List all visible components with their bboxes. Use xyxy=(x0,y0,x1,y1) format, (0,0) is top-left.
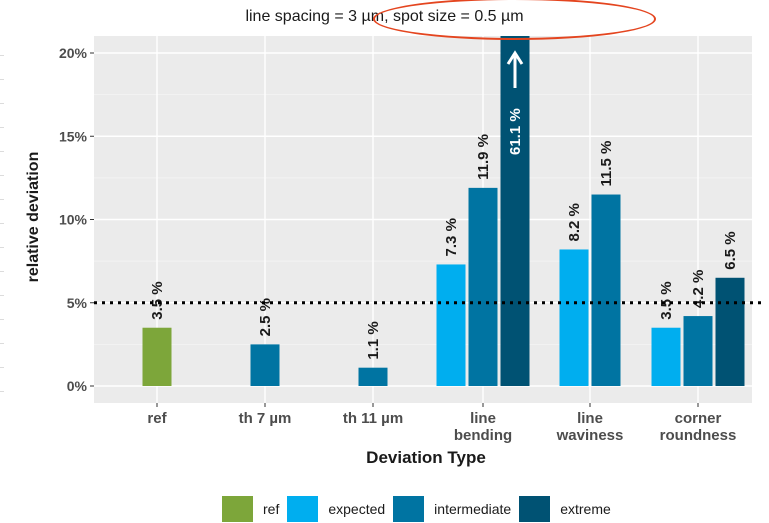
bar-intermediate xyxy=(358,367,388,386)
bar-value-label: 3.5 % xyxy=(658,281,675,319)
y-tick-label: 0% xyxy=(67,378,88,394)
y-tick-label: 10% xyxy=(59,212,88,228)
x-axis-label: Deviation Type xyxy=(366,448,486,467)
bar-value-label: 8.2 % xyxy=(566,203,583,241)
bar-expected xyxy=(651,327,681,386)
bar-ref xyxy=(142,327,172,386)
bar-intermediate xyxy=(250,344,280,386)
bar-value-label: 2.5 % xyxy=(257,298,274,336)
legend-item-expected: expected xyxy=(287,496,385,522)
bar-value-label: 1.1 % xyxy=(365,321,382,359)
bar-value-label: 3.5 % xyxy=(149,281,166,319)
bar-extreme xyxy=(715,277,745,386)
legend-label-intermediate: intermediate xyxy=(434,501,512,517)
legend-swatch-extreme xyxy=(519,496,551,522)
x-category-label: bending xyxy=(454,427,512,444)
legend-swatch-expected xyxy=(287,496,319,522)
overflow-arrow-head xyxy=(506,50,524,65)
legend-item-intermediate: intermediate xyxy=(393,496,511,522)
bar-value-label: 6.5 % xyxy=(722,231,739,269)
x-category-label: th 7 µm xyxy=(239,410,292,427)
y-tick-label: 15% xyxy=(59,128,88,144)
y-tick-label: 5% xyxy=(67,295,88,311)
bar-value-label: 7.3 % xyxy=(443,218,460,256)
bar-intermediate xyxy=(468,187,498,386)
bar-expected xyxy=(436,264,466,386)
x-category-label: th 11 µm xyxy=(343,410,403,427)
legend-swatch-ref xyxy=(222,496,253,522)
y-axis-label: relative deviation xyxy=(25,151,42,283)
left-edge-artifact xyxy=(0,55,4,395)
x-category-label: roundness xyxy=(660,427,737,444)
x-category-label: line xyxy=(470,410,496,427)
bar-extreme xyxy=(500,36,530,386)
x-category-label: corner xyxy=(675,410,722,427)
bar-expected xyxy=(559,249,589,386)
legend-swatch-intermediate xyxy=(393,496,425,522)
x-category-label: line xyxy=(577,410,603,427)
y-tick-label: 20% xyxy=(59,45,88,61)
bar-value-label: 4.2 % xyxy=(690,270,707,308)
bar-intermediate xyxy=(683,316,713,386)
bar-value-label: 11.9 % xyxy=(475,134,492,180)
legend-label-ref: ref xyxy=(263,501,280,517)
legend: ref expected intermediate extreme xyxy=(222,496,619,522)
legend-label-expected: expected xyxy=(328,501,386,517)
bar-intermediate xyxy=(591,194,621,386)
bar-value-label: 11.5 % xyxy=(598,141,615,187)
x-category-label: waviness xyxy=(556,427,624,444)
title-highlight-circle xyxy=(373,0,656,40)
bar-value-label: 61.1 % xyxy=(507,108,524,155)
x-category-label: ref xyxy=(147,410,167,427)
legend-label-extreme: extreme xyxy=(560,501,611,517)
legend-item-extreme: extreme xyxy=(519,496,611,522)
legend-item-ref: ref xyxy=(222,496,279,522)
